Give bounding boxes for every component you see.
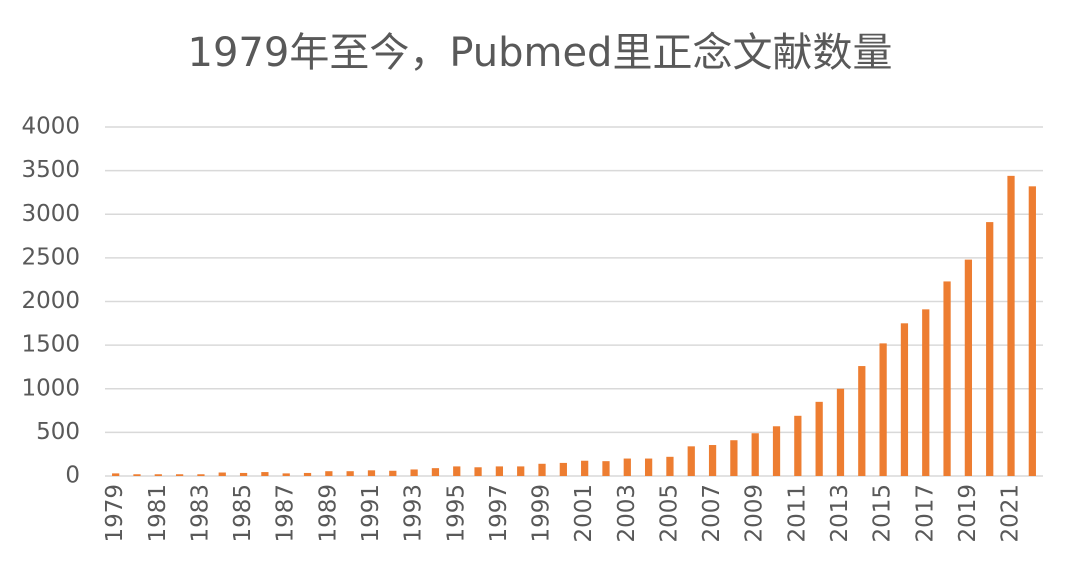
bar — [112, 473, 120, 476]
bar — [389, 470, 397, 476]
bar — [986, 222, 994, 476]
bar — [730, 440, 738, 476]
x-tick-label: 2013 — [827, 484, 853, 543]
bar — [538, 463, 546, 476]
x-tick-label: 1993 — [401, 484, 427, 543]
bar — [751, 433, 759, 476]
bar — [815, 401, 823, 476]
bar — [644, 458, 653, 476]
bar — [772, 426, 781, 476]
bar — [900, 323, 909, 476]
x-tick-label: 1997 — [486, 484, 512, 543]
y-tick-label: 2500 — [21, 244, 80, 270]
bar — [175, 474, 184, 476]
bar — [922, 309, 930, 476]
bar — [602, 461, 610, 476]
x-tick-label: 2019 — [955, 484, 981, 543]
bar — [687, 446, 695, 476]
bar — [495, 466, 504, 476]
x-tick-label: 2011 — [784, 484, 810, 543]
x-tick-label: 1985 — [230, 484, 256, 543]
y-tick-label: 2000 — [21, 288, 80, 314]
bar — [325, 471, 333, 476]
bar — [303, 472, 312, 476]
bar — [517, 466, 525, 476]
bar — [559, 462, 567, 476]
bar — [623, 458, 631, 476]
bar — [1028, 186, 1036, 476]
bar — [431, 468, 440, 476]
x-tick-label: 2007 — [699, 484, 725, 543]
bar — [410, 469, 418, 476]
bar — [218, 472, 226, 476]
bar — [794, 415, 802, 476]
bar — [346, 471, 354, 476]
bar — [154, 474, 162, 476]
y-tick-label: 1000 — [21, 375, 80, 401]
bar — [943, 281, 951, 476]
bar — [474, 467, 482, 476]
x-tick-label: 2015 — [870, 484, 896, 543]
x-tick-label: 1983 — [187, 484, 213, 543]
x-tick-label: 1995 — [443, 484, 469, 543]
bar — [282, 473, 290, 476]
x-tick-label: 2017 — [912, 484, 938, 543]
y-tick-label: 3000 — [21, 201, 80, 227]
x-tick-label: 1979 — [102, 484, 128, 543]
y-tick-label: 0 — [65, 463, 80, 489]
y-tick-label: 1500 — [21, 332, 80, 358]
bar — [858, 366, 866, 476]
x-tick-label: 2021 — [998, 484, 1024, 543]
bar — [197, 474, 205, 476]
bar — [836, 388, 845, 476]
bar — [581, 460, 589, 476]
bar — [708, 445, 717, 476]
bar — [261, 472, 269, 476]
bar — [879, 343, 887, 476]
y-tick-label: 500 — [36, 419, 80, 445]
bar — [964, 259, 973, 476]
bar — [367, 470, 376, 476]
bar — [1007, 175, 1015, 477]
chart-title: 1979年至今，Pubmed里正念文献数量 — [188, 30, 893, 76]
y-tick-label: 3500 — [21, 157, 80, 183]
bar — [133, 474, 141, 476]
x-tick-label: 1989 — [315, 484, 341, 543]
x-tick-label: 2009 — [742, 484, 768, 543]
x-tick-label: 2003 — [614, 484, 640, 543]
x-tick-label: 1987 — [273, 484, 299, 543]
bar — [453, 466, 461, 476]
bar — [666, 456, 674, 476]
x-tick-label: 1999 — [529, 484, 555, 543]
x-tick-label: 1991 — [358, 484, 384, 543]
x-tick-label: 2005 — [656, 484, 682, 543]
bar — [239, 472, 248, 476]
x-tick-label: 1981 — [145, 484, 171, 543]
y-tick-label: 4000 — [21, 114, 80, 140]
x-tick-label: 2001 — [571, 484, 597, 543]
